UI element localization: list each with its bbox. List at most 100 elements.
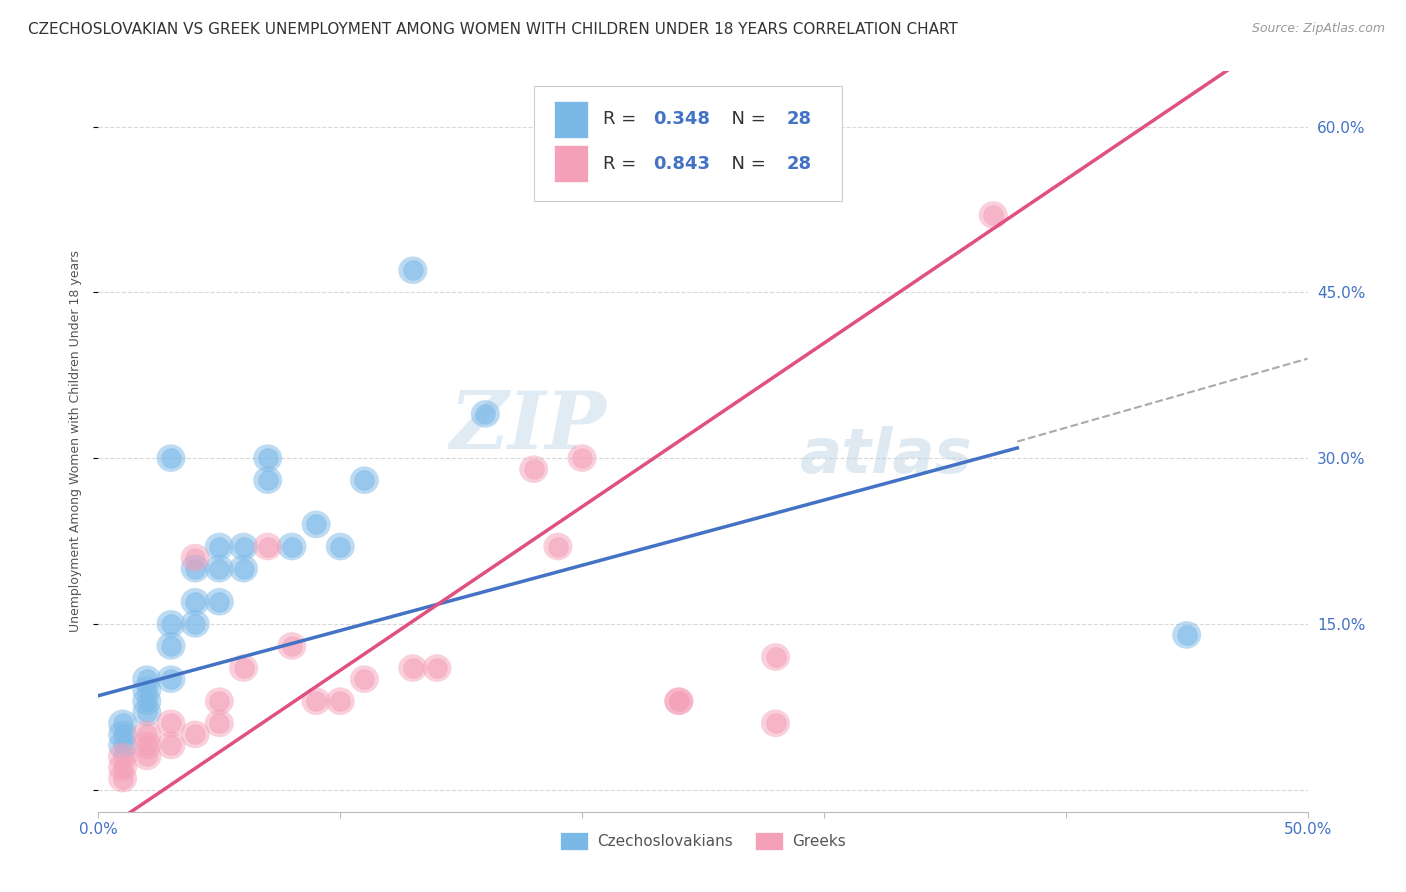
Ellipse shape: [350, 467, 380, 494]
Point: [547, 540, 569, 554]
Ellipse shape: [471, 401, 501, 428]
Point: [135, 727, 157, 741]
Ellipse shape: [277, 533, 307, 560]
Point: [256, 540, 278, 554]
Ellipse shape: [132, 721, 162, 748]
Point: [184, 616, 207, 631]
Ellipse shape: [205, 709, 233, 737]
Ellipse shape: [108, 731, 138, 759]
Point: [111, 739, 134, 753]
Ellipse shape: [664, 688, 693, 715]
Point: [135, 739, 157, 753]
Ellipse shape: [326, 688, 354, 715]
Ellipse shape: [205, 588, 233, 615]
Ellipse shape: [108, 721, 138, 748]
Legend: Czechoslovakians, Greeks: Czechoslovakians, Greeks: [554, 826, 852, 856]
Text: N =: N =: [720, 111, 772, 128]
Ellipse shape: [664, 688, 693, 715]
Point: [426, 661, 449, 675]
Point: [111, 772, 134, 786]
Point: [474, 407, 496, 421]
Ellipse shape: [132, 665, 162, 693]
Point: [402, 661, 425, 675]
Point: [281, 639, 304, 653]
Text: R =: R =: [603, 155, 641, 173]
Point: [135, 683, 157, 698]
Point: [353, 473, 375, 487]
Ellipse shape: [156, 665, 186, 693]
Text: R =: R =: [603, 111, 641, 128]
Point: [256, 473, 278, 487]
Ellipse shape: [543, 533, 572, 560]
Point: [160, 639, 183, 653]
Point: [353, 672, 375, 686]
Ellipse shape: [108, 709, 138, 737]
Ellipse shape: [519, 455, 548, 483]
Ellipse shape: [156, 444, 186, 472]
Point: [571, 451, 593, 466]
Ellipse shape: [156, 632, 186, 660]
Point: [281, 540, 304, 554]
Point: [232, 561, 254, 575]
Point: [208, 561, 231, 575]
Ellipse shape: [326, 533, 354, 560]
Ellipse shape: [180, 721, 209, 748]
Ellipse shape: [108, 764, 138, 792]
Point: [111, 727, 134, 741]
Text: 28: 28: [786, 155, 811, 173]
Ellipse shape: [229, 654, 259, 681]
Ellipse shape: [301, 510, 330, 538]
Point: [111, 749, 134, 764]
Ellipse shape: [205, 555, 233, 582]
Ellipse shape: [108, 754, 138, 781]
Point: [329, 694, 352, 708]
Ellipse shape: [398, 654, 427, 681]
Point: [305, 694, 328, 708]
Text: atlas: atlas: [800, 426, 973, 486]
Ellipse shape: [277, 632, 307, 660]
Ellipse shape: [422, 654, 451, 681]
Ellipse shape: [229, 533, 259, 560]
Point: [523, 462, 546, 476]
Point: [1175, 628, 1198, 642]
Point: [329, 540, 352, 554]
Point: [111, 760, 134, 774]
Point: [765, 650, 787, 665]
Ellipse shape: [761, 643, 790, 671]
Point: [135, 694, 157, 708]
Ellipse shape: [132, 731, 162, 759]
Point: [256, 451, 278, 466]
Ellipse shape: [253, 444, 283, 472]
Point: [160, 716, 183, 731]
Point: [135, 706, 157, 720]
Ellipse shape: [253, 467, 283, 494]
Point: [208, 716, 231, 731]
Point: [765, 716, 787, 731]
Ellipse shape: [180, 555, 209, 582]
Ellipse shape: [205, 688, 233, 715]
Point: [232, 661, 254, 675]
Point: [135, 749, 157, 764]
Point: [160, 672, 183, 686]
Ellipse shape: [1173, 621, 1201, 648]
FancyBboxPatch shape: [554, 101, 588, 138]
Ellipse shape: [108, 743, 138, 771]
Ellipse shape: [761, 709, 790, 737]
Ellipse shape: [156, 731, 186, 759]
Text: Source: ZipAtlas.com: Source: ZipAtlas.com: [1251, 22, 1385, 36]
Text: 0.348: 0.348: [654, 111, 710, 128]
Ellipse shape: [205, 533, 233, 560]
Ellipse shape: [156, 709, 186, 737]
Text: ZIP: ZIP: [450, 388, 606, 466]
Ellipse shape: [132, 676, 162, 704]
Ellipse shape: [180, 544, 209, 572]
Point: [111, 716, 134, 731]
Ellipse shape: [132, 743, 162, 771]
Ellipse shape: [350, 665, 380, 693]
Point: [668, 694, 690, 708]
Ellipse shape: [180, 588, 209, 615]
Ellipse shape: [132, 688, 162, 715]
Point: [981, 208, 1004, 222]
Ellipse shape: [253, 533, 283, 560]
Text: 0.843: 0.843: [654, 155, 710, 173]
